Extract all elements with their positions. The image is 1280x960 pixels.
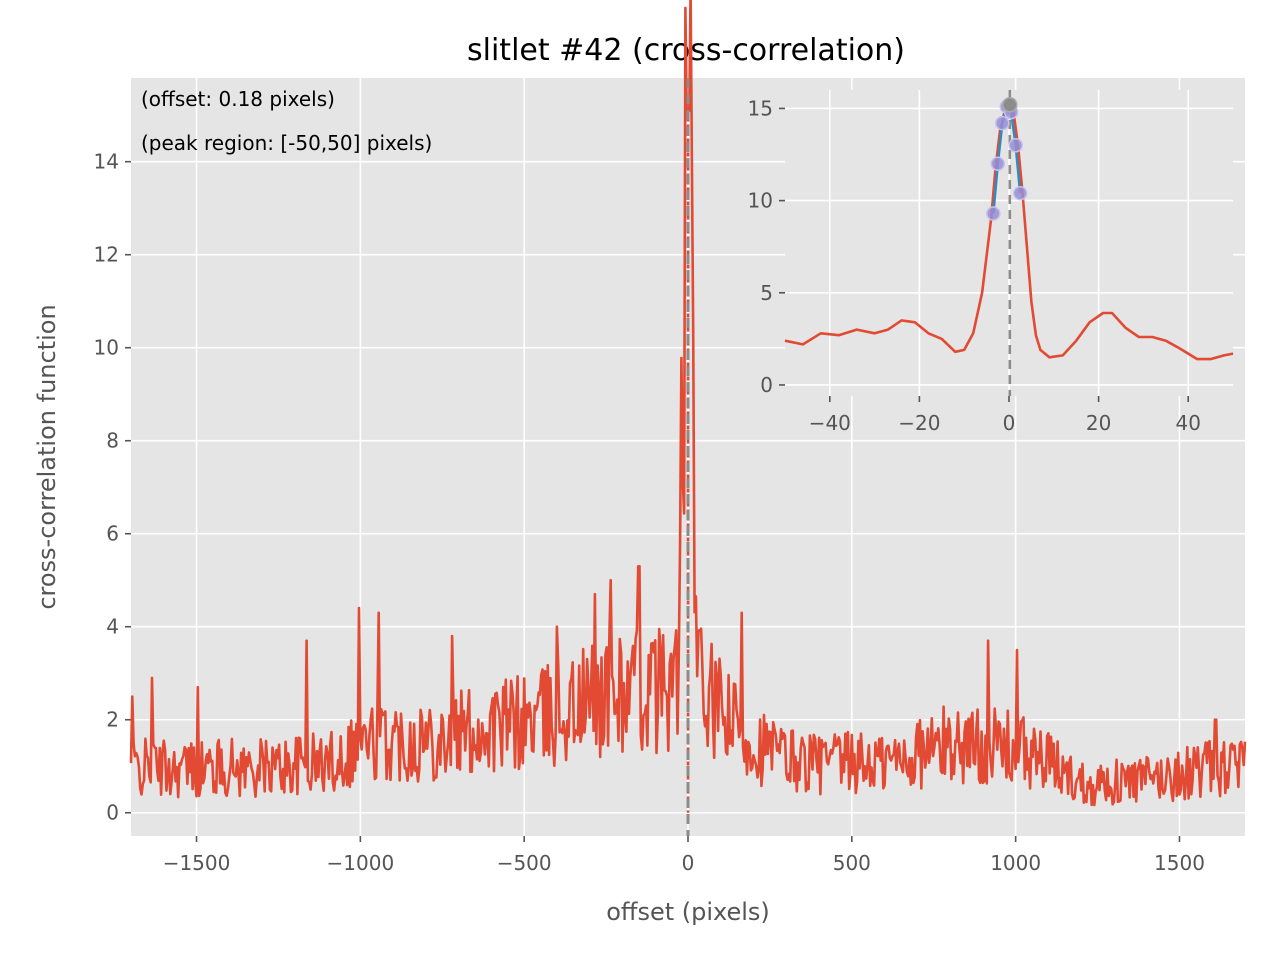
inset-correlation-line xyxy=(784,103,1234,361)
x-tick-label: 1500 xyxy=(1154,851,1205,875)
inset-y-tick-label: 15 xyxy=(748,96,773,120)
inset-x-tick-label: 20 xyxy=(1086,411,1111,435)
inset-y-tick-label: 10 xyxy=(748,189,773,213)
inset-ticks: −40 −20 0 20 40 0 5 10 15 xyxy=(748,96,1201,435)
y-tick-label: 10 xyxy=(94,336,119,360)
y-tick-label: 8 xyxy=(106,429,119,453)
x-tick-label: 500 xyxy=(833,851,871,875)
peak-region-annotation: (peak region: [-50,50] pixels) xyxy=(141,131,432,155)
inset-data-point xyxy=(1012,185,1028,201)
y-axis-label: cross-correlation function xyxy=(33,304,61,609)
inset-series xyxy=(784,90,1234,396)
x-tick-label: 0 xyxy=(682,851,695,875)
inset-y-tick-label: 5 xyxy=(760,281,773,305)
x-tick-label: −1500 xyxy=(163,851,231,875)
inset-data-point xyxy=(986,206,1001,221)
y-tick-label: 2 xyxy=(106,708,119,732)
inset-x-tick-label: 0 xyxy=(1003,411,1016,435)
y-tick-label: 6 xyxy=(106,522,119,546)
inset-data-point xyxy=(995,115,1010,131)
x-tick-label: 1000 xyxy=(990,851,1041,875)
x-axis-label: offset (pixels) xyxy=(606,898,770,926)
offset-annotation: (offset: 0.18 pixels) xyxy=(141,87,335,111)
x-tick-label: −1000 xyxy=(327,851,395,875)
x-tick-label: −500 xyxy=(497,851,552,875)
y-tick-label: 12 xyxy=(94,243,119,267)
inset-x-tick-label: 40 xyxy=(1175,411,1200,435)
y-tick-label: 4 xyxy=(106,615,119,639)
inset-data-point xyxy=(990,156,1006,171)
inset-x-tick-label: −40 xyxy=(809,411,851,435)
inset-x-tick-label: −20 xyxy=(898,411,940,435)
y-tick-label: 14 xyxy=(94,150,119,174)
inset-plot: −40 −20 0 20 40 0 5 10 15 xyxy=(748,90,1234,435)
inset-data-point xyxy=(1008,138,1023,153)
y-tick-label: 0 xyxy=(106,801,119,825)
inset-peak-point xyxy=(1002,96,1018,113)
inset-y-tick-label: 0 xyxy=(760,373,773,397)
